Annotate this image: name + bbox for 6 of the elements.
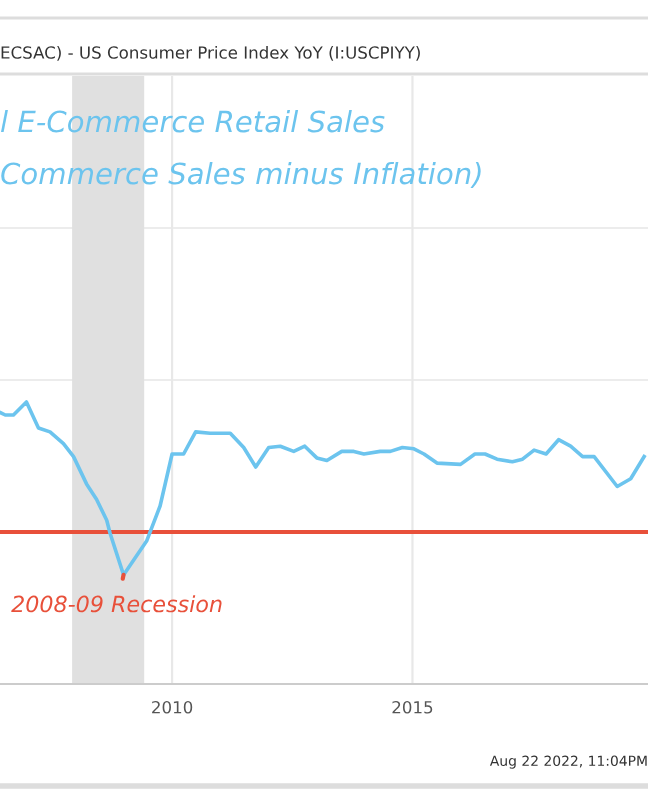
x-tick-label: 2015 <box>392 700 433 714</box>
x-tick-label: 2010 <box>152 700 193 714</box>
text: ECSAC) - US Consumer Price Index YoY (I:USCPIYY) <box>1 45 420 61</box>
annotation: 2008-09 Recession <box>11 595 222 613</box>
chart-subtitle: Commerce Sales minus Inflation) <box>1 161 481 188</box>
chart-title: l E-Commerce Retail Sales <box>1 109 385 133</box>
